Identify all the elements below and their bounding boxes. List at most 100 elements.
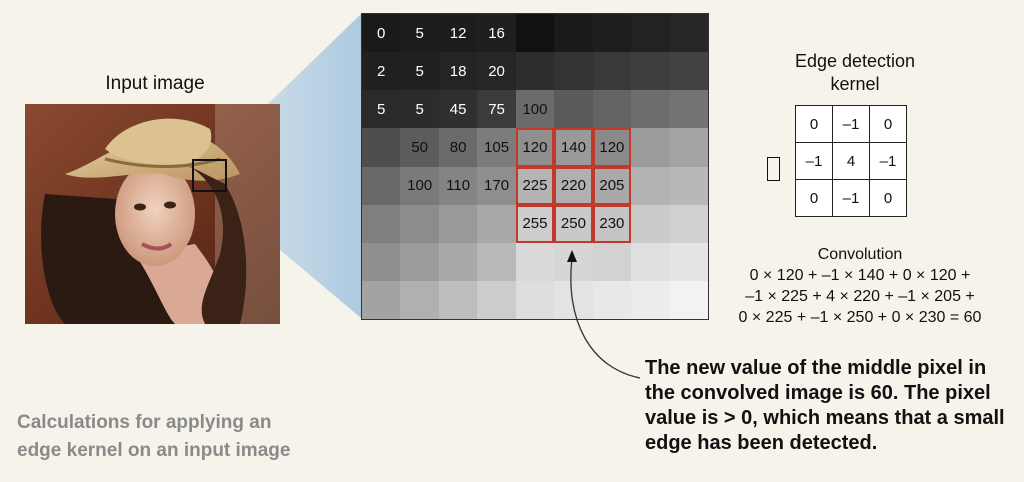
- pixel-cell: [669, 166, 708, 205]
- pixel-cell: 5: [400, 52, 439, 91]
- kernel-cell: 0: [795, 179, 833, 217]
- pixel-cell: [592, 14, 632, 53]
- pixel-cell: 5: [400, 90, 439, 129]
- pixel-cell: [592, 52, 632, 91]
- pixel-cell: 5: [400, 14, 439, 53]
- pixel-cell: [400, 242, 439, 281]
- pixel-cell: 80: [438, 128, 478, 167]
- kernel-title-line: kernel: [830, 74, 880, 94]
- pixel-cell: 100: [400, 166, 439, 205]
- pixel-cell: [362, 242, 401, 281]
- convolution-line: 0 × 225 + –1 × 250 + 0 × 230 = 60: [738, 309, 982, 326]
- highlight-cell-outline: [554, 128, 593, 167]
- pixel-cell: 20: [477, 52, 516, 91]
- pixel-cell: [477, 242, 516, 281]
- pixel-cell: [362, 166, 401, 205]
- pixel-cell: [438, 204, 478, 243]
- kernel-cell: 0: [795, 105, 833, 143]
- pixel-cell: 140: [554, 128, 593, 167]
- kernel-cell: 0: [869, 105, 907, 143]
- pixel-cell: 5: [362, 90, 401, 129]
- caption-line: edge kernel on an input image: [17, 440, 291, 461]
- highlight-cell-outline: [592, 204, 632, 243]
- pixel-cell: [631, 52, 670, 91]
- pixel-cell: [631, 280, 670, 319]
- pixel-cell: [669, 242, 708, 281]
- pixel-cell: [592, 280, 632, 319]
- input-image-label: Input image: [105, 73, 205, 94]
- pixel-cell: 105: [477, 128, 516, 167]
- pixel-cell: [631, 14, 670, 53]
- pixel-cell: [631, 242, 670, 281]
- highlight-cell-outline: [515, 128, 555, 167]
- kernel-cell: –1: [832, 179, 870, 217]
- pixel-cell: 220: [554, 166, 593, 205]
- pixel-cell: [477, 204, 516, 243]
- kernel-matrix: 0 –1 0 –1 4 –1 0 –1 0: [795, 105, 907, 217]
- pixel-cell: [592, 242, 632, 281]
- pixel-cell: 250: [554, 204, 593, 243]
- pixel-cell: [669, 90, 708, 129]
- pixel-cell: [438, 242, 478, 281]
- pixel-cell: [554, 52, 593, 91]
- figure-caption: Calculations for applying an edge kernel…: [17, 409, 347, 465]
- pixel-cell: 45: [438, 90, 478, 129]
- pixel-cell: [362, 280, 401, 319]
- pixel-cell: 205: [592, 166, 632, 205]
- pixel-cell: [631, 90, 670, 129]
- convolution-title: Convolution: [817, 246, 903, 263]
- pixel-cell: 170: [477, 166, 516, 205]
- pixel-cell: 18: [438, 52, 478, 91]
- pixel-cell: [631, 204, 670, 243]
- convolution-line: –1 × 225 + 4 × 220 + –1 × 205 +: [745, 288, 975, 305]
- pixel-cell: [400, 280, 439, 319]
- highlight-cell-outline: [592, 128, 632, 167]
- pixel-cell: [515, 14, 555, 53]
- pixel-cell: 50: [400, 128, 439, 167]
- kernel-cell: 0: [869, 179, 907, 217]
- pixel-cell: 120: [592, 128, 632, 167]
- pixel-cell: [669, 128, 708, 167]
- kernel-cell: –1: [869, 142, 907, 180]
- pixel-cell: [515, 52, 555, 91]
- pixel-cell: [631, 166, 670, 205]
- pixel-cell: 120: [515, 128, 555, 167]
- kernel-marker: [767, 157, 780, 181]
- highlight-cell-outline: [515, 204, 555, 243]
- highlight-cell-outline: [592, 166, 632, 205]
- pixel-cell: 255: [515, 204, 555, 243]
- pixel-cell: 2: [362, 52, 401, 91]
- convolution-calculation: Convolution 0 × 120 + –1 × 140 + 0 × 120…: [700, 244, 1020, 328]
- caption-line: Calculations for applying an: [17, 412, 272, 433]
- kernel-cell: 4: [832, 142, 870, 180]
- pixel-cell: [477, 280, 516, 319]
- pixel-cell: [554, 280, 593, 319]
- pixel-cell: 110: [438, 166, 478, 205]
- pixel-cell: [515, 242, 555, 281]
- pixel-cell: [631, 128, 670, 167]
- convolution-line: 0 × 120 + –1 × 140 + 0 × 120 +: [749, 267, 971, 284]
- highlight-cell-outline: [515, 166, 555, 205]
- pixel-cell: [362, 204, 401, 243]
- pixel-cell: [669, 14, 708, 53]
- pixel-cell: [669, 204, 708, 243]
- kernel-title: Edge detection kernel: [760, 50, 950, 96]
- pixel-cell: [554, 14, 593, 53]
- pixel-cell: [515, 280, 555, 319]
- pixel-cell: [362, 128, 401, 167]
- pixel-cell: 16: [477, 14, 516, 53]
- pixel-cell: 75: [477, 90, 516, 129]
- pixel-cell: 100: [515, 90, 555, 129]
- pixel-cell: [400, 204, 439, 243]
- pixel-cell: [669, 52, 708, 91]
- pixel-cell: [592, 90, 632, 129]
- pixel-cell: [669, 280, 708, 319]
- pixel-cell: [438, 280, 478, 319]
- kernel-title-line: Edge detection: [794, 51, 916, 71]
- input-image: [25, 104, 280, 324]
- highlight-cell-outline: [554, 166, 593, 205]
- pixel-cell: 12: [438, 14, 478, 53]
- pixel-cell: 0: [362, 14, 401, 53]
